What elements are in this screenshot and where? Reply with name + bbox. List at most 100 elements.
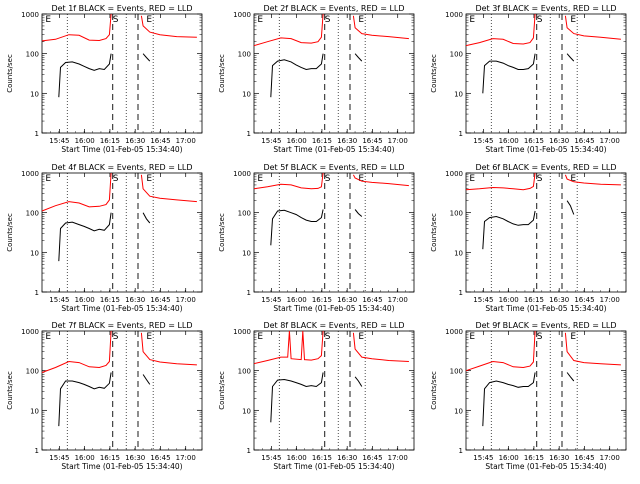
lld-series-line [41,172,112,212]
y-tick-label: 1 [35,447,39,455]
plot-frame [253,172,415,293]
chart-title: Det 2f BLACK = Events, RED = LLD [263,4,404,13]
chart-title: Det 1f BLACK = Events, RED = LLD [51,4,192,13]
event-marker-label: S [537,174,543,184]
x-axis-label: Start Time (01-Feb-05 15:34:40) [273,304,394,313]
x-tick-label: 16:15 [100,454,120,462]
x-tick-label: 16:15 [312,137,332,145]
chart-title: Det 6f BLACK = Events, RED = LLD [475,163,616,172]
x-tick-label: 15:45 [261,296,281,304]
plot-frame [253,330,415,451]
y-tick-label: 1 [247,289,251,297]
y-tick-label: 10 [454,407,463,415]
x-tick-label: 16:30 [337,454,357,462]
x-tick-label: 16:45 [150,137,170,145]
events-series-line [270,209,324,246]
event-marker-label: S [325,15,331,25]
events-series-line [354,376,363,387]
x-tick-label: 16:00 [75,454,95,462]
y-tick-label: 1 [459,130,463,138]
events-series-line [566,200,575,215]
plot-frame [41,172,203,293]
y-axis-label: Counts/sec [430,54,438,93]
events-series-line [482,210,536,250]
y-tick-label: 1000 [445,328,463,336]
x-tick-label: 16:00 [75,296,95,304]
lld-series-line [140,174,197,203]
plot-frame [465,172,627,293]
y-tick-label: 10 [242,407,251,415]
y-tick-label: 1000 [445,170,463,178]
y-axis-label: Counts/sec [218,213,226,252]
event-marker-label: E [146,332,152,342]
chart-panel-3: Det 3f BLACK = Events, RED = LLD 1 10 100 10… [430,4,627,154]
chart-panel-9: Det 9f BLACK = Events, RED = LLD 1 10 100 10… [430,321,627,471]
lld-series-line [465,330,536,372]
x-tick-label: 16:45 [574,137,594,145]
x-axis-label: Start Time (01-Feb-05 15:34:40) [61,462,182,471]
chart-title: Det 5f BLACK = Events, RED = LLD [263,163,404,172]
event-marker-label: E [570,15,576,25]
y-tick-label: 10 [30,249,39,257]
y-tick-label: 100 [450,368,463,376]
chart-title: Det 4f BLACK = Events, RED = LLD [51,163,192,172]
x-tick-label: 16:00 [75,137,95,145]
y-tick-label: 1 [459,289,463,297]
x-tick-label: 16:15 [524,137,544,145]
event-marker-label: E [570,332,576,342]
chart-title: Det 3f BLACK = Events, RED = LLD [475,4,616,13]
events-series-line [566,53,575,62]
y-tick-label: 1000 [233,11,251,19]
event-marker-label: E [257,174,263,184]
x-tick-label: 17:00 [600,454,620,462]
plot-frame [465,13,627,134]
events-series-line [58,372,112,427]
x-tick-label: 16:15 [524,296,544,304]
x-tick-label: 16:00 [287,137,307,145]
y-tick-label: 100 [26,210,39,218]
event-marker-label: E [358,332,364,342]
event-marker-label: E [45,174,51,184]
y-axis-label: Counts/sec [430,213,438,252]
plot-frame [253,13,415,134]
x-axis-label: Start Time (01-Feb-05 15:34:40) [485,462,606,471]
event-marker-label: E [257,332,263,342]
events-series-line [142,212,151,224]
x-tick-label: 15:45 [473,454,493,462]
chart-panel-4: Det 4f BLACK = Events, RED = LLD 1 10 100 10… [6,163,203,313]
plot-frame [41,330,203,451]
lld-series-line [564,15,621,40]
events-series-line [270,372,324,423]
y-axis-label: Counts/sec [6,54,14,93]
event-marker-label: E [358,15,364,25]
x-tick-label: 15:45 [49,137,69,145]
events-series-line [354,209,363,217]
event-marker-label: S [325,332,331,342]
y-tick-label: 1000 [233,328,251,336]
x-tick-label: 15:45 [473,137,493,145]
x-tick-label: 17:00 [176,137,196,145]
lld-series-line [41,330,112,373]
event-marker-label: S [113,15,119,25]
x-tick-label: 16:00 [499,296,519,304]
x-axis-label: Start Time (01-Feb-05 15:34:40) [485,145,606,154]
x-tick-label: 16:30 [125,296,145,304]
y-tick-label: 1000 [21,328,39,336]
event-marker-label: E [45,15,51,25]
x-tick-label: 16:30 [337,296,357,304]
y-tick-label: 100 [450,210,463,218]
chart-panel-2: Det 2f BLACK = Events, RED = LLD 1 10 100 10… [218,4,415,154]
y-axis-label: Counts/sec [218,54,226,93]
chart-panel-6: Det 6f BLACK = Events, RED = LLD 1 10 100 10… [430,163,627,313]
lld-series-line [253,13,324,47]
x-tick-label: 16:45 [362,137,382,145]
lld-series-line [352,174,409,187]
y-axis-label: Counts/sec [218,371,226,410]
x-tick-label: 15:45 [261,137,281,145]
event-marker-label: E [570,174,576,184]
lld-series-line [465,13,536,47]
x-tick-label: 17:00 [600,296,620,304]
events-series-line [482,53,536,94]
